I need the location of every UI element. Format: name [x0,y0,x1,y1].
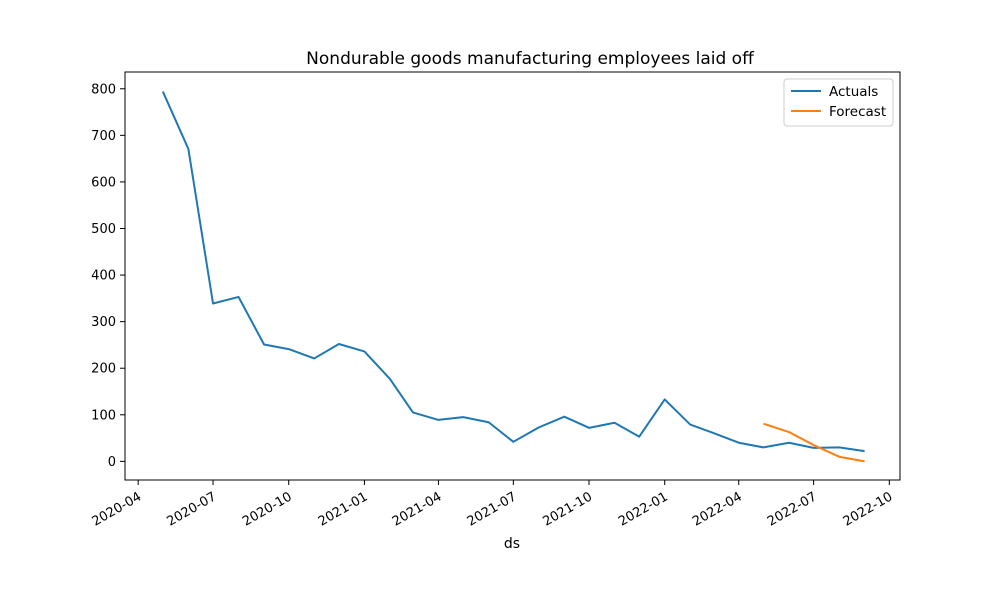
legend-label-forecast: Forecast [829,104,886,120]
y-tick-label: 200 [91,362,116,377]
series-line-actuals [161,91,865,453]
y-axis: 0 100 200 300 400 500 600 700 800 [91,82,125,470]
chart-title: Nondurable goods manufacturing employees… [306,49,755,69]
plot-area [161,91,865,463]
y-tick-label: 0 [108,455,116,470]
y-tick-label: 700 [91,129,116,144]
x-tick-label: 2022-07 [765,489,820,529]
y-tick-label: 600 [91,175,116,190]
series-line-forecast [763,422,865,463]
y-tick-label: 500 [91,222,116,237]
y-tick-label: 800 [91,82,116,97]
x-tick-label: 2022-04 [690,489,745,529]
x-tick-label: 2020-10 [240,489,295,529]
x-tick-label: 2021-01 [316,489,371,529]
x-tick-label: 2020-04 [90,489,145,529]
x-axis: 2020-04 2020-07 2020-10 2021-01 2021-04 2021-… [90,480,896,530]
x-tick-label: 2022-01 [616,489,671,529]
y-tick-label: 300 [91,315,116,330]
x-axis-title: ds [504,536,520,552]
x-tick-label: 2021-07 [465,489,520,529]
y-tick-label: 100 [91,408,116,423]
y-tick-label: 400 [91,269,116,284]
x-tick-label: 2022-10 [841,489,896,529]
x-tick-label: 2021-04 [390,489,445,529]
x-tick-label: 2021-10 [540,489,595,529]
legend-label-actuals: Actuals [829,84,878,100]
plot-frame [124,71,901,481]
x-tick-label: 2020-07 [164,489,219,529]
legend: Actuals Forecast [783,78,894,127]
